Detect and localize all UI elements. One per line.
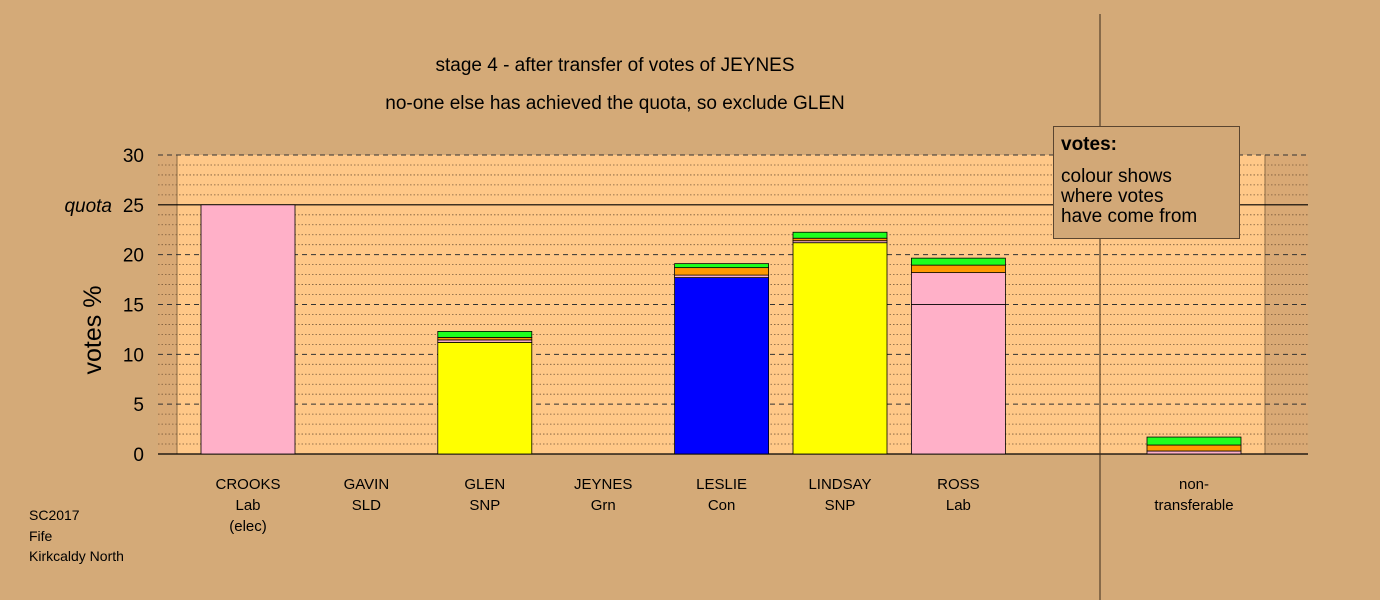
legend-heading: votes: <box>1061 134 1117 155</box>
x-tick-label-nontransferable: transferable <box>1154 497 1233 514</box>
x-tick-label-glen: SNP <box>469 497 500 514</box>
x-tick-label-leslie: Con <box>708 497 736 514</box>
footer-ward: Kirkcaldy North <box>29 548 124 564</box>
chart-subtitle: no-one else has achieved the quota, so e… <box>385 93 845 114</box>
footer-election: SC2017 <box>29 507 80 523</box>
bar-nontransferable-segment <box>1146 444 1242 452</box>
x-tick-label-lindsay: LINDSAY <box>808 476 871 493</box>
y-tick-label: 15 <box>123 296 144 317</box>
bar-leslie-segment <box>674 267 769 276</box>
x-tick-label-ross: ROSS <box>937 476 980 493</box>
y-tick-label: 25 <box>123 196 144 217</box>
legend-body: colour shows where votes have come from <box>1061 166 1198 227</box>
x-tick-label-glen: GLEN <box>464 476 505 493</box>
bar-crooks-segment <box>200 204 296 455</box>
x-tick-label-lindsay: SNP <box>825 497 856 514</box>
bar-nontransferable-segment <box>1146 436 1242 446</box>
x-tick-label-gavin: GAVIN <box>344 476 390 493</box>
x-tick-label-jeynes: JEYNES <box>574 476 632 493</box>
bar-glen-segment <box>437 331 533 338</box>
chart-title: stage 4 - after transfer of votes of JEY… <box>435 55 795 76</box>
y-tick-label: 10 <box>123 345 144 366</box>
bar-ross-segment <box>911 257 1006 266</box>
x-tick-label-gavin: SLD <box>352 497 381 514</box>
y-tick-label: 5 <box>133 395 144 416</box>
x-tick-label-crooks: (elec) <box>229 518 267 535</box>
x-tick-label-crooks: CROOKS <box>215 476 280 493</box>
y-tick-label: 20 <box>123 246 144 267</box>
bar-lindsay-segment <box>792 231 888 239</box>
y-tick-label: 30 <box>123 146 144 167</box>
footer: SC2017 Fife Kirkcaldy North <box>29 505 124 567</box>
y-axis-label: votes % <box>79 286 107 375</box>
bar-glen-segment <box>437 341 533 455</box>
bar-ross-segment <box>911 264 1006 274</box>
bar-leslie-segment <box>674 263 769 269</box>
bar-nontransferable-segment <box>1146 450 1242 455</box>
x-tick-label-nontransferable: non- <box>1179 476 1209 493</box>
y-tick-label: 0 <box>133 445 144 466</box>
quota-label: quota <box>64 196 112 217</box>
legend: votes: colour shows where votes have com… <box>1053 126 1240 239</box>
bar-leslie-segment <box>674 277 769 455</box>
bar-ross-segment <box>911 304 1006 455</box>
bar-ross-segment <box>911 272 1006 305</box>
footer-council: Fife <box>29 527 53 544</box>
bar-lindsay-segment <box>792 242 888 455</box>
x-tick-label-jeynes: Grn <box>591 497 616 514</box>
x-tick-label-leslie: LESLIE <box>696 476 747 493</box>
x-tick-label-ross: Lab <box>946 497 971 514</box>
x-tick-label-crooks: Lab <box>235 497 260 514</box>
